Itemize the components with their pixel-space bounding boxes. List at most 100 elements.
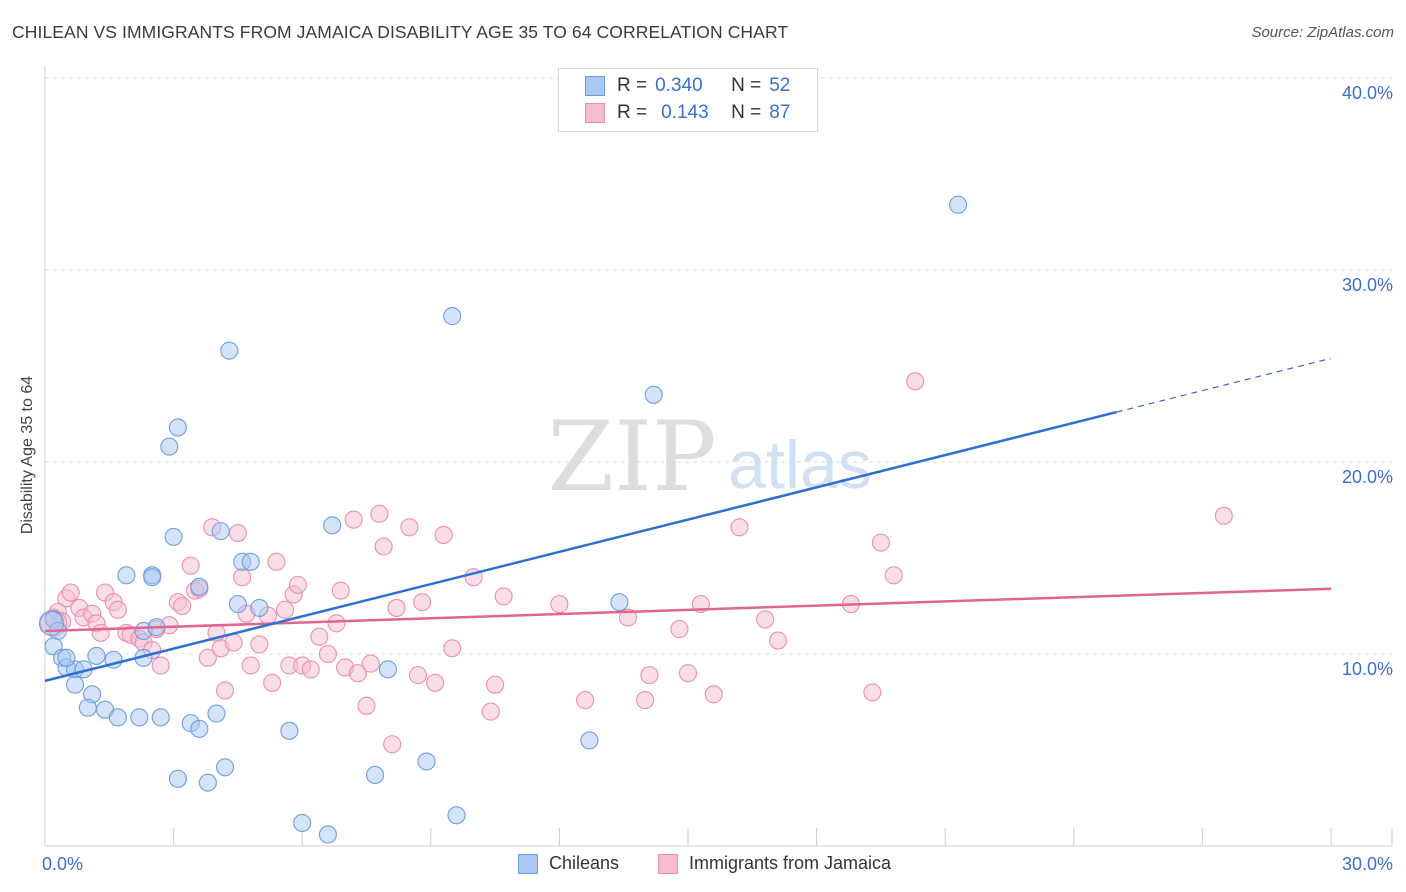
- chilean-point: [151, 708, 170, 727]
- chilean-point: [417, 752, 436, 771]
- chilean-point: [228, 595, 247, 614]
- chilean-points: [38, 195, 968, 844]
- jamaica-point: [884, 566, 903, 585]
- chilean-point: [318, 825, 337, 844]
- source-label: Source: ZipAtlas.com: [1251, 24, 1394, 41]
- jamaica-point: [61, 583, 80, 602]
- y-tick-label: 40.0%: [1342, 83, 1393, 103]
- jamaica-point: [327, 614, 346, 633]
- jamaica-point: [486, 675, 505, 694]
- jamaica-point: [678, 664, 698, 683]
- jamaica-point: [408, 666, 427, 685]
- chilean-point: [447, 806, 466, 825]
- chilean-point: [293, 813, 312, 833]
- chilean-point: [207, 704, 226, 723]
- jamaica-point: [310, 627, 329, 646]
- chilean-point: [190, 719, 209, 738]
- chilean-point: [644, 385, 663, 404]
- series-legend-chileans: Chileans: [518, 853, 619, 874]
- jamaica-point: [576, 691, 595, 710]
- jamaica-point: [357, 696, 376, 715]
- jamaica-point: [443, 639, 462, 658]
- jamaica-point: [173, 596, 192, 616]
- jamaica-point: [301, 660, 320, 679]
- jamaica-point: [383, 735, 402, 754]
- jamaica-point: [387, 598, 406, 617]
- series-legend-jamaica: Immigrants from Jamaica: [658, 853, 891, 874]
- jamaica-point: [481, 702, 500, 721]
- jamaica-point: [1214, 506, 1233, 525]
- jamaica-point: [263, 673, 282, 692]
- chilean-point: [160, 437, 179, 456]
- chilean-point: [250, 598, 269, 617]
- jamaica-point: [374, 537, 393, 556]
- watermark-zip: ZIP: [547, 401, 716, 513]
- legend-n-value: 87: [769, 102, 791, 123]
- jamaica-point: [276, 600, 295, 619]
- series-legend-label: Chileans: [549, 853, 620, 873]
- y-tick-label: 30.0%: [1342, 275, 1393, 295]
- chilean-point: [378, 660, 397, 679]
- chilean-point: [198, 773, 217, 792]
- jamaica-point: [730, 518, 749, 537]
- chart-title: CHILEAN VS IMMIGRANTS FROM JAMAICA DISAB…: [12, 22, 789, 42]
- y-tick-label: 20.0%: [1342, 467, 1393, 487]
- legend-row-chileans: R = 0.340 N = 52: [585, 73, 790, 99]
- jamaica-point: [288, 575, 307, 594]
- chilean-point: [57, 648, 76, 667]
- jamaica-point: [267, 552, 286, 571]
- jamaica-point: [400, 518, 419, 537]
- x-tick-label: 30.0%: [1342, 854, 1393, 874]
- jamaica-point: [181, 556, 200, 575]
- chilean-point: [108, 708, 127, 727]
- jamaica-point: [198, 648, 217, 667]
- jamaica-point: [636, 691, 655, 710]
- jamaica-points: [40, 372, 1233, 754]
- jamaica-point: [640, 666, 659, 685]
- series-swatch-pink: [658, 853, 678, 874]
- jamaica-point: [618, 608, 638, 627]
- watermark: ZIP atlas: [547, 401, 871, 513]
- chilean-point: [280, 721, 299, 740]
- jamaica-point: [434, 525, 453, 545]
- jamaica-point: [331, 581, 350, 600]
- chilean-point: [220, 341, 239, 360]
- chilean-point: [443, 307, 462, 326]
- chilean-point: [164, 527, 183, 546]
- chilean-point: [130, 708, 149, 727]
- axes: [44, 66, 1393, 847]
- chilean-point: [65, 675, 85, 694]
- jamaica-point: [704, 685, 723, 704]
- legend-r-value: 0.143: [661, 102, 709, 123]
- legend-r-value: 0.340: [655, 75, 703, 96]
- jamaica-point: [91, 623, 110, 642]
- series-swatch-blue: [518, 853, 538, 874]
- jamaica-point: [318, 644, 337, 664]
- legend-n-label: N =: [731, 75, 762, 96]
- jamaica-point: [756, 610, 775, 629]
- jamaica-point: [550, 595, 569, 614]
- jamaica-point: [670, 619, 689, 639]
- jamaica-point: [151, 656, 170, 675]
- chilean-point: [168, 769, 187, 788]
- jamaica-point: [370, 504, 389, 523]
- jamaica-point: [250, 635, 269, 654]
- legend-r-label: R =: [617, 75, 648, 96]
- jamaica-point: [494, 587, 513, 606]
- jamaica-point: [361, 654, 380, 673]
- jamaica-point: [228, 523, 247, 543]
- chilean-point: [168, 418, 187, 437]
- jamaica-point: [863, 683, 882, 702]
- chilean-point: [241, 552, 260, 571]
- chilean-point: [580, 731, 599, 750]
- jamaica-point: [224, 633, 243, 652]
- jamaica-point: [233, 568, 252, 587]
- jamaica-point: [871, 533, 890, 552]
- jamaica-trend-line: [44, 587, 1332, 633]
- jamaica-point: [413, 593, 432, 612]
- chilean-trend-extension: [1116, 357, 1332, 413]
- chilean-point: [117, 566, 136, 585]
- chilean-point: [215, 758, 235, 777]
- chilean-point: [366, 765, 385, 785]
